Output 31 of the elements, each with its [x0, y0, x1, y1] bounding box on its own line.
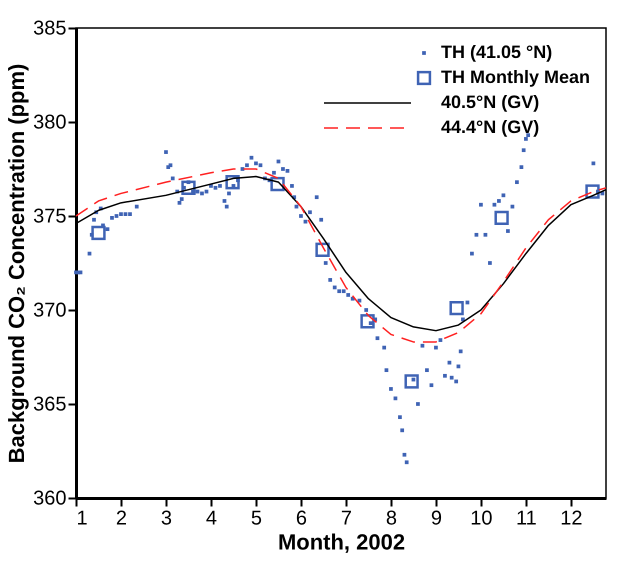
- x-tick-label: 10: [470, 508, 493, 530]
- point: [449, 300, 464, 316]
- y-tick-label: 365: [33, 394, 66, 416]
- y-axis-title: Background CO₂ Concentration (ppm): [4, 64, 30, 464]
- y-tick-label: 385: [33, 18, 66, 40]
- x-axis-title: Month, 2002: [278, 530, 406, 554]
- x-tick-label: 8: [386, 508, 398, 530]
- x-tick-label: 11: [516, 508, 537, 530]
- x-tick-label: 1: [76, 508, 88, 530]
- x-tick-label: 6: [296, 508, 308, 530]
- point: [181, 180, 196, 195]
- point: [494, 210, 509, 226]
- x-tick-label: 7: [340, 508, 352, 530]
- legend-label: TH Monthly Mean: [441, 67, 590, 87]
- point: [91, 226, 106, 240]
- x-tick-label: 12: [560, 508, 583, 530]
- point: [404, 374, 419, 389]
- x-tick-label: 3: [160, 508, 172, 530]
- y-tick-label: 380: [33, 112, 66, 134]
- legend-label: TH (41.05 °N): [441, 42, 552, 62]
- legend-label: 40.5°N (GV): [441, 92, 540, 112]
- x-tick-label: 4: [206, 508, 218, 530]
- x-tick-label: 5: [250, 508, 262, 530]
- y-tick-label: 360: [33, 488, 66, 510]
- x-tick-label: 2: [116, 508, 128, 530]
- point: [225, 174, 240, 190]
- x-tick-label: 9: [430, 508, 442, 530]
- legend-label: 44.4°N (GV): [441, 117, 540, 137]
- point: [360, 314, 375, 328]
- y-tick-label: 370: [33, 300, 66, 322]
- y-tick-label: 375: [33, 206, 66, 228]
